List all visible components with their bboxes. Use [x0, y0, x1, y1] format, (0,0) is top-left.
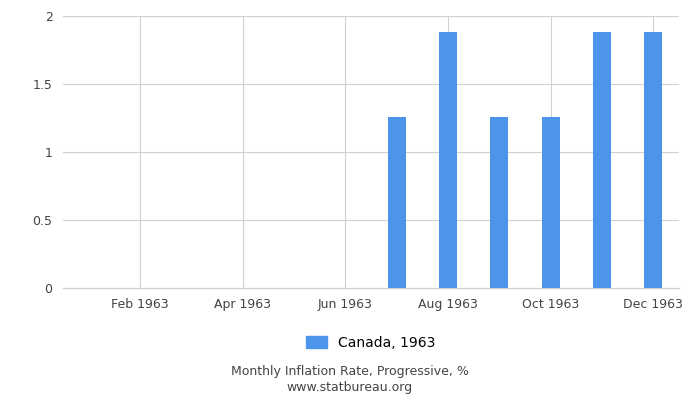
- Bar: [644, 32, 662, 288]
- Bar: [490, 117, 508, 288]
- Bar: [542, 117, 560, 288]
- Bar: [388, 117, 405, 288]
- Bar: [593, 32, 611, 288]
- Legend: Canada, 1963: Canada, 1963: [307, 336, 435, 350]
- Bar: [439, 32, 457, 288]
- Text: www.statbureau.org: www.statbureau.org: [287, 382, 413, 394]
- Text: Monthly Inflation Rate, Progressive, %: Monthly Inflation Rate, Progressive, %: [231, 366, 469, 378]
